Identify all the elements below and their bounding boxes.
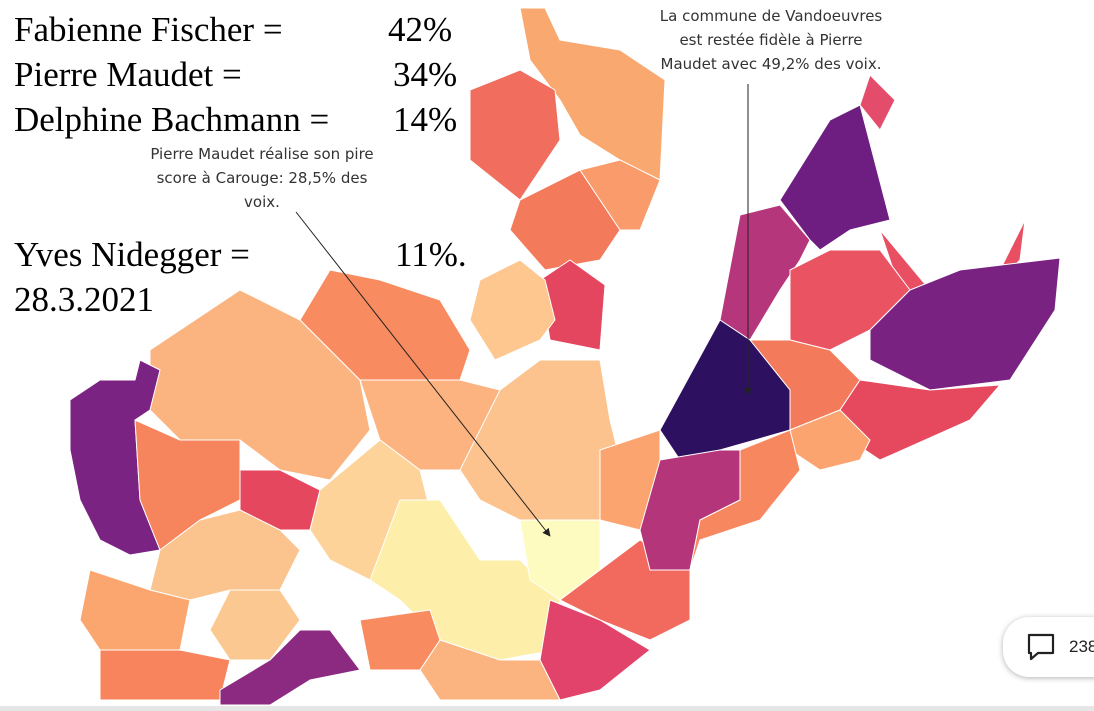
- annotation-line: est restée fidèle à Pierre: [679, 31, 863, 49]
- commune: [869, 257, 1061, 391]
- commune: [219, 629, 361, 706]
- commune: [134, 419, 241, 551]
- candidate-share: 34%: [393, 55, 458, 94]
- candidate-name: Yves Nidegger =: [14, 235, 250, 274]
- candidate-name: Delphine Bachmann =: [14, 100, 330, 139]
- commune: [779, 104, 891, 251]
- annotation-line: Pierre Maudet réalise son pire: [150, 145, 374, 163]
- candidate-share: 11%.: [395, 235, 467, 274]
- candidate-share: 14%: [393, 100, 458, 139]
- commune: [859, 74, 896, 131]
- commune: [539, 259, 606, 351]
- annotation-line: La commune de Vandoeuvres: [659, 7, 883, 25]
- communes: [69, 7, 1061, 706]
- annotation-arrow: [295, 211, 551, 537]
- commune: [99, 649, 231, 701]
- comment-icon: [1027, 633, 1055, 661]
- comments-button[interactable]: 238: [1003, 617, 1094, 677]
- comment-count: 238: [1069, 637, 1094, 656]
- commune: [469, 259, 556, 361]
- candidate-share: 42%: [388, 10, 453, 49]
- commune: [469, 69, 561, 201]
- date: 28.3.2021: [14, 280, 154, 319]
- annotation-line: voix.: [244, 193, 280, 211]
- annotation: Pierre Maudet réalise son pire score à C…: [150, 142, 373, 214]
- commune: [579, 159, 661, 231]
- annotation: La commune de Vandoeuvres est restée fid…: [660, 4, 882, 76]
- commune: [689, 429, 801, 571]
- commune: [359, 609, 441, 671]
- scrollbar: [0, 706, 1094, 711]
- commune: [209, 589, 301, 661]
- candidate-name: Pierre Maudet =: [14, 55, 242, 94]
- annotation-line: score à Carouge: 28,5% des: [156, 169, 368, 187]
- commune: [719, 204, 811, 341]
- commune: [459, 359, 621, 521]
- candidate-name: Fabienne Fischer =: [14, 10, 283, 49]
- annotation-line: Maudet avec 49,2% des voix.: [660, 55, 882, 73]
- commune: [149, 289, 371, 481]
